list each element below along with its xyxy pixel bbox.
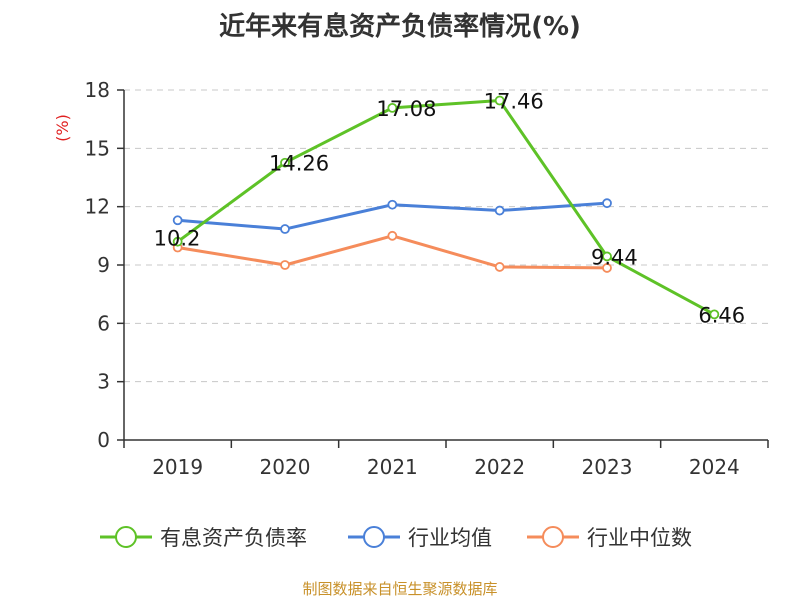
- legend: 有息资产负债率 行业均值 行业中位数: [100, 526, 692, 550]
- data-label: 9.44: [591, 245, 638, 269]
- data-label: 14.26: [269, 152, 329, 176]
- y-tick-label: 6: [97, 311, 110, 335]
- legend-marker: [542, 526, 564, 548]
- y-tick-label: 3: [97, 370, 110, 394]
- data-point: [280, 157, 290, 168]
- y-tick-label: 15: [85, 136, 110, 160]
- data-point: [494, 205, 505, 216]
- grid-lines: [124, 89, 768, 383]
- x-tick-label: 2020: [260, 455, 311, 479]
- x-tick-label: 2023: [582, 455, 633, 479]
- x-tick-label: 2024: [689, 455, 740, 479]
- x-tick-label: 2019: [152, 455, 203, 479]
- data-point: [387, 102, 398, 113]
- series-group: [172, 95, 720, 320]
- series-line: [176, 99, 716, 316]
- data-point: [387, 199, 398, 210]
- data-point: [602, 263, 612, 273]
- data-point: [494, 95, 505, 106]
- data-point: [172, 215, 183, 226]
- data-labels: 10.2 14.26 17.08 17.46 9.44 6.46: [154, 90, 745, 328]
- y-tick-label: 9: [97, 253, 110, 277]
- x-tick-label: 2021: [367, 455, 418, 479]
- chart-title: 近年来有息资产负债率情况(%): [219, 12, 581, 42]
- data-point: [602, 198, 612, 209]
- data-label: 6.46: [698, 303, 745, 327]
- data-point: [602, 251, 612, 262]
- data-point: [387, 230, 398, 241]
- legend-label: 行业中位数: [587, 526, 692, 550]
- data-point: [280, 260, 290, 270]
- data-label: 17.08: [376, 97, 436, 121]
- y-axis-label: (%): [53, 114, 72, 142]
- data-point: [494, 262, 505, 272]
- data-label: 10.2: [154, 227, 201, 251]
- data-label: 17.46: [484, 90, 544, 114]
- legend-marker: [363, 526, 385, 548]
- y-ticks: 0 3 6 9 12 15 18: [85, 78, 124, 452]
- data-point: [280, 224, 290, 234]
- x-ticks: 2019 2020 2021 2022 2023 2024: [123, 440, 769, 479]
- y-tick-label: 12: [85, 195, 110, 219]
- legend-label: 有息资产负债率: [160, 526, 307, 550]
- y-tick-label: 18: [85, 78, 110, 102]
- x-tick-label: 2022: [474, 455, 525, 479]
- data-point: [709, 309, 720, 320]
- y-tick-label: 0: [97, 428, 110, 452]
- legend-marker: [115, 526, 137, 548]
- legend-label: 行业均值: [408, 526, 492, 550]
- data-point: [172, 236, 183, 247]
- source-note: 制图数据来自恒生聚源数据库: [302, 580, 498, 598]
